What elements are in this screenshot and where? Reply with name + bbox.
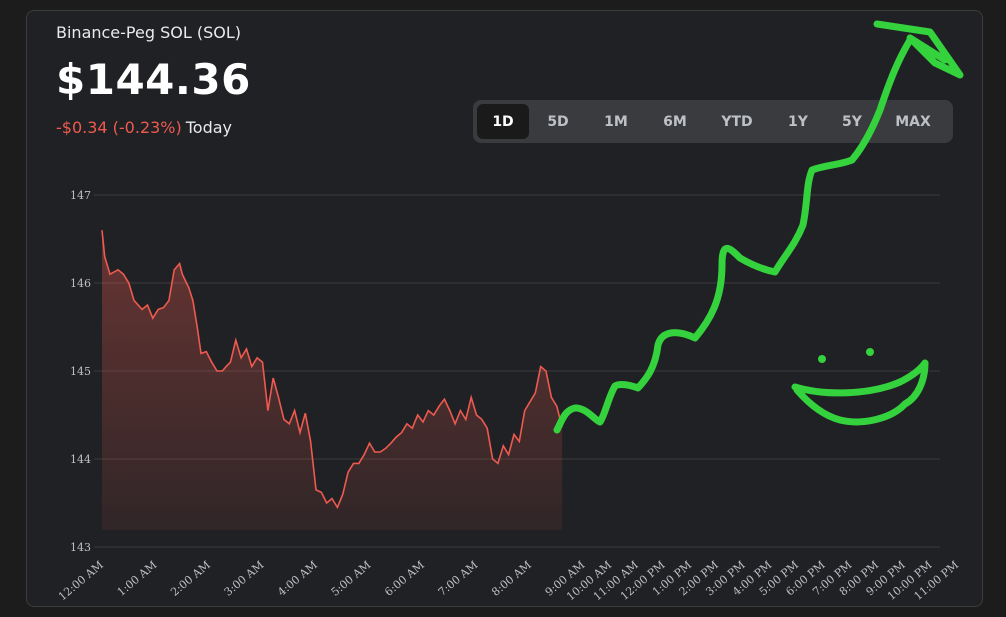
hand-drawn-scribble bbox=[553, 20, 964, 434]
price-area-fill bbox=[102, 230, 563, 530]
x-tick-label: 8:00 AM bbox=[489, 558, 534, 598]
scribble-eyes bbox=[818, 348, 874, 363]
price-line bbox=[101, 230, 563, 510]
change-period: Today bbox=[185, 118, 233, 137]
range-button-max[interactable]: MAX bbox=[895, 113, 931, 130]
asset-name: Binance-Peg SOL (SOL) bbox=[56, 23, 241, 42]
range-button-5d[interactable]: 5D bbox=[547, 113, 569, 130]
x-tick-label: 1:00 AM bbox=[115, 558, 160, 598]
range-button-5y[interactable]: 5Y bbox=[842, 113, 862, 130]
x-tick-label: 5:00 AM bbox=[329, 558, 374, 598]
x-tick-label: 4:00 AM bbox=[275, 558, 320, 598]
scribble-right-eye bbox=[866, 348, 874, 356]
price-change: -$0.34 (-0.23%) bbox=[56, 118, 182, 137]
price-change-row: -$0.34 (-0.23%) Today bbox=[56, 118, 232, 137]
range-button-1d[interactable]: 1D bbox=[477, 104, 529, 139]
x-tick-label: 3:00 AM bbox=[222, 558, 267, 598]
y-axis-ticks: 143 144 145 146 147 bbox=[70, 189, 91, 554]
x-axis-ticks: 12:00 AM 1:00 AM 2:00 AM 3:00 AM 4:00 AM 5:00… bbox=[56, 558, 961, 603]
y-tick-label: 147 bbox=[70, 189, 91, 202]
scribble-smile bbox=[791, 359, 929, 426]
scribble-arrowhead bbox=[873, 20, 964, 79]
range-button-1m[interactable]: 1M bbox=[604, 113, 628, 130]
scribble-left-eye bbox=[818, 355, 826, 363]
y-tick-label: 145 bbox=[70, 365, 91, 378]
range-button-ytd[interactable]: YTD bbox=[721, 113, 753, 130]
y-tick-label: 143 bbox=[70, 541, 91, 554]
x-tick-label: 7:00 AM bbox=[436, 558, 481, 598]
x-tick-label: 12:00 AM bbox=[56, 558, 106, 603]
y-tick-label: 146 bbox=[70, 277, 91, 290]
current-price: $144.36 bbox=[56, 55, 251, 104]
x-tick-label: 6:00 AM bbox=[382, 558, 427, 598]
range-button-6m[interactable]: 6M bbox=[663, 113, 687, 130]
x-tick-label: 2:00 AM bbox=[168, 558, 213, 598]
range-button-1y[interactable]: 1Y bbox=[788, 113, 808, 130]
scribble-arrow-line bbox=[553, 36, 914, 434]
y-tick-label: 144 bbox=[70, 453, 91, 466]
